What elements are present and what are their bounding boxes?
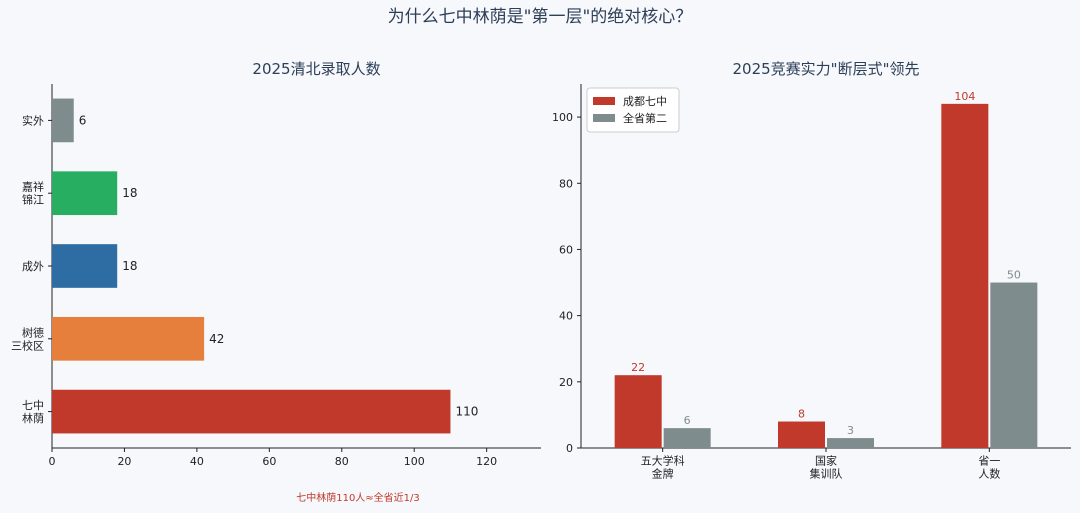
left-value-label: 6 [79,113,87,127]
legend-swatch [593,97,615,105]
left-category-label: 七中林荫 [22,399,44,425]
left-category-label: 树德三校区 [11,325,44,352]
left-x-tick-label: 40 [190,455,204,468]
left-value-label: 18 [122,259,137,273]
right-bar [778,421,825,448]
right-category-label: 五大学科金牌 [641,454,685,481]
left-value-label: 18 [122,186,137,200]
left-x-tick-label: 0 [49,455,56,468]
right-y-tick-label: 40 [559,310,573,323]
left-bar [52,244,118,288]
left-category-label: 成外 [22,260,44,273]
left-bar [52,316,205,361]
right-value-label: 104 [954,90,975,103]
left-x-tick-label: 20 [117,455,131,468]
right-y-tick-label: 80 [559,177,573,190]
left-x-tick-label: 120 [476,455,497,468]
figure-title: 为什么七中林荫是"第一层"的绝对核心？ [388,7,693,27]
legend-label: 全省第二 [623,111,667,125]
right-value-label: 22 [631,361,645,374]
right-value-label: 3 [847,424,854,437]
right-value-label: 50 [1007,269,1021,282]
right-bar [990,282,1038,448]
left-chart: 2025清北录取人数 0 20 40 60 80 100 120 七中林荫 110 树德三校区 42 成… [11,60,541,504]
right-category-label: 国家集训队 [810,454,843,481]
right-y-tick-label: 100 [552,111,573,124]
left-chart-title: 2025清北录取人数 [252,60,380,78]
left-bar [52,171,118,216]
legend-swatch [593,114,615,122]
left-x-tick-label: 100 [404,455,425,468]
right-category-label: 省一人数 [978,455,1000,481]
left-bar [52,98,74,143]
right-y-tick-label: 20 [559,376,573,389]
legend-label: 成都七中 [623,95,667,108]
left-annotation: 七中林荫110人≈全省近1/3 [296,491,420,504]
left-x-tick-label: 60 [262,455,276,468]
right-y-tick-label: 0 [566,442,573,455]
right-bar [614,375,662,448]
right-value-label: 8 [798,408,805,421]
right-bar [941,103,989,448]
left-x-tick-label: 80 [335,455,349,468]
left-category-label: 实外 [22,113,44,127]
right-value-label: 6 [684,414,691,427]
right-bar [827,438,874,448]
right-bar [663,428,711,448]
right-chart-title: 2025竞赛实力"断层式"领先 [733,60,920,78]
left-bar [52,389,451,434]
left-category-label: 嘉祥锦江 [22,180,44,207]
right-chart: 2025竞赛实力"断层式"领先 0 20 40 60 80 100 五大学科金牌 22 6 国家集训… [552,60,1071,481]
left-value-label: 42 [209,332,224,346]
right-y-tick-label: 60 [559,243,573,256]
left-value-label: 110 [455,405,478,419]
